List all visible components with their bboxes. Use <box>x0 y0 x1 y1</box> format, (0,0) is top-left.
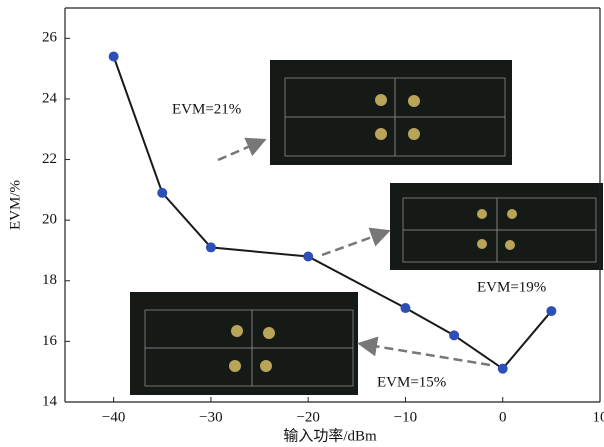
annotation: EVM=19% <box>477 279 546 295</box>
data-point <box>449 330 460 341</box>
y-tick-label: 26 <box>42 30 58 46</box>
constellation-inset <box>270 60 512 165</box>
x-tick-label: −10 <box>394 409 417 425</box>
y-tick-label: 22 <box>42 151 57 167</box>
data-line <box>112 56 553 370</box>
x-tick-label: −20 <box>296 409 319 425</box>
y-axis-label: EVM/% <box>7 180 23 230</box>
data-point <box>497 363 508 374</box>
x-tick-label: 10 <box>593 409 604 425</box>
annotation: EVM=15% <box>377 374 446 390</box>
y-tick-label: 14 <box>42 393 58 409</box>
y-tick-label: 18 <box>42 272 57 288</box>
arrows <box>217 137 491 367</box>
y-tick-label: 16 <box>42 333 58 349</box>
x-axis-label: 输入功率/dBm <box>283 427 377 444</box>
data-point <box>205 242 216 253</box>
x-tick-label: 0 <box>499 409 507 425</box>
constellation-inset <box>130 292 358 395</box>
data-point <box>108 51 119 62</box>
data-point <box>157 187 168 198</box>
y-tick-label: 24 <box>42 90 58 106</box>
constellation-inset <box>390 183 603 270</box>
x-tick-label: −40 <box>102 409 125 425</box>
data-point <box>546 306 557 317</box>
y-tick-label: 20 <box>42 212 57 228</box>
annotation: EVM=21% <box>172 101 241 117</box>
inset-photos <box>130 60 603 395</box>
data-point <box>400 303 411 314</box>
x-tick-label: −30 <box>199 409 222 425</box>
data-point <box>303 251 314 262</box>
